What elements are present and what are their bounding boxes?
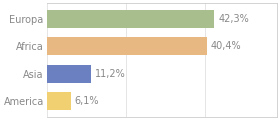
Text: 6,1%: 6,1%	[75, 96, 99, 106]
Bar	[46, 37, 207, 55]
Bar	[46, 92, 71, 110]
Bar	[46, 10, 214, 28]
Text: 42,3%: 42,3%	[218, 14, 249, 24]
Text: 40,4%: 40,4%	[211, 41, 241, 51]
Bar	[46, 65, 91, 83]
Text: 11,2%: 11,2%	[95, 69, 126, 79]
